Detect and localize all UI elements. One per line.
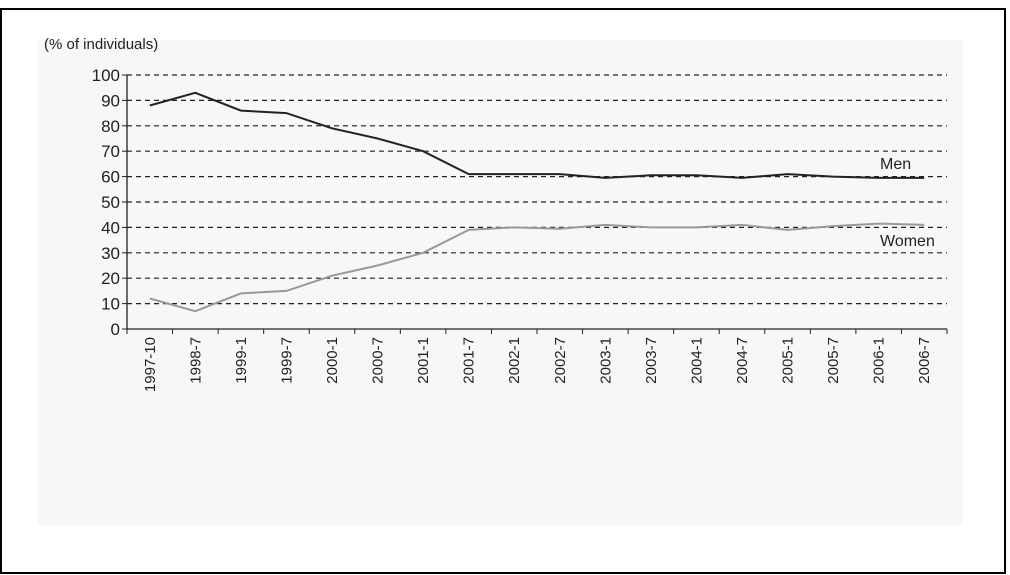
x-tick-label: 2005-1 (780, 337, 797, 384)
y-tick-label: 60 (101, 168, 120, 187)
y-tick-label: 80 (101, 117, 120, 136)
x-tick-label: 2005-7 (825, 337, 842, 384)
x-tick-label: 2001-7 (461, 337, 478, 384)
y-axis-label: (% of individuals) (44, 36, 159, 53)
y-tick-label: 10 (101, 295, 120, 314)
y-tick-label: 50 (101, 193, 120, 212)
x-tick-label: 1999-7 (278, 337, 295, 384)
y-tick-label: 20 (101, 269, 120, 288)
x-tick-label: 2000-7 (370, 337, 387, 384)
x-tick-label: 2006-1 (871, 337, 888, 384)
x-tick-label: 1999-1 (233, 337, 250, 384)
x-tick-label: 1998-7 (187, 337, 204, 384)
y-tick-label: 40 (101, 218, 120, 237)
y-tick-label: 90 (101, 91, 120, 110)
y-tick-label: 0 (111, 320, 120, 339)
chart-background (38, 40, 963, 525)
y-tick-label: 100 (92, 66, 120, 85)
series-line-men (149, 91, 925, 179)
x-tick-label: 2006-7 (916, 337, 933, 384)
series-label-women: Women (880, 233, 935, 250)
x-tick-label: 2000-1 (324, 337, 341, 384)
series-line-women (149, 222, 925, 313)
y-tick-label: 30 (101, 244, 120, 263)
x-tick-label: 2003-1 (597, 337, 614, 384)
x-tick-label: 2004-7 (734, 337, 751, 384)
x-tick-label: 2002-1 (506, 337, 523, 384)
x-tick-label: 1997-10 (142, 337, 159, 392)
series-label-men: Men (880, 156, 911, 173)
y-tick-label: 70 (101, 142, 120, 161)
x-tick-label: 2003-7 (643, 337, 660, 384)
x-tick-label: 2002-7 (552, 337, 569, 384)
x-tick-label: 2004-1 (688, 337, 705, 384)
x-tick-label: 2001-1 (415, 337, 432, 384)
